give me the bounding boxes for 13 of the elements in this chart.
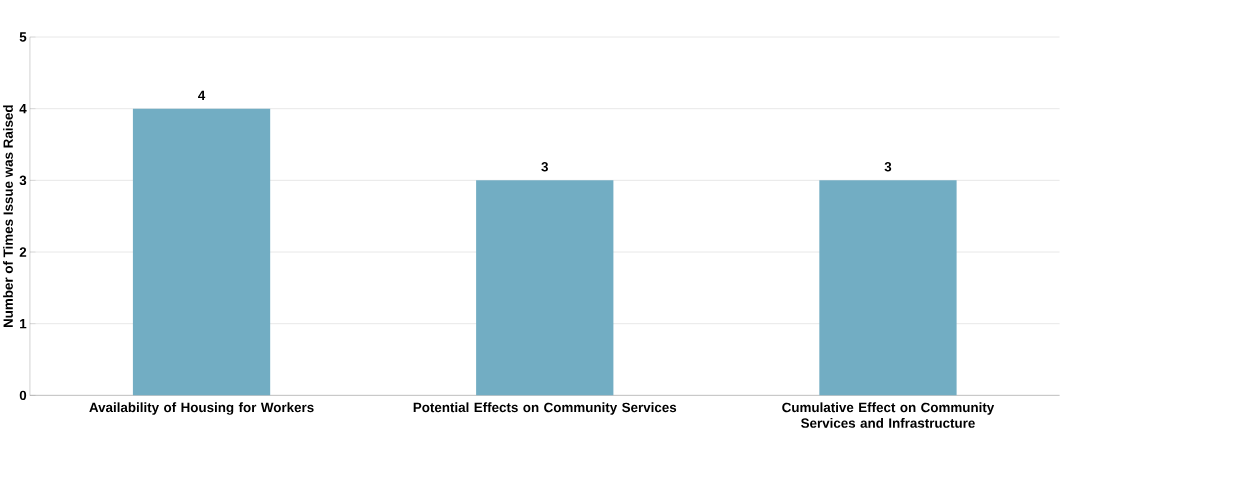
- data-label: 4: [198, 90, 206, 100]
- x-tick-label: Cumulative Effect on Community Services and Infrastructure: [782, 402, 995, 428]
- y-tick-label: 0: [19, 390, 27, 400]
- y-tick-label: 3: [19, 175, 27, 185]
- y-tick-label: 5: [19, 32, 27, 42]
- y-tick-label: 4: [19, 103, 27, 114]
- x-tick-label: Potential Effects on Community Services: [413, 402, 677, 415]
- y-axis-title: Number of Times Issue was Raised: [3, 105, 13, 327]
- y-tick-label: 2: [19, 247, 27, 257]
- data-label: 3: [541, 161, 548, 172]
- data-label: 3: [884, 161, 892, 172]
- x-tick-label: Availability of Housing for Workers: [89, 402, 314, 415]
- y-tick-label: 1: [20, 318, 27, 329]
